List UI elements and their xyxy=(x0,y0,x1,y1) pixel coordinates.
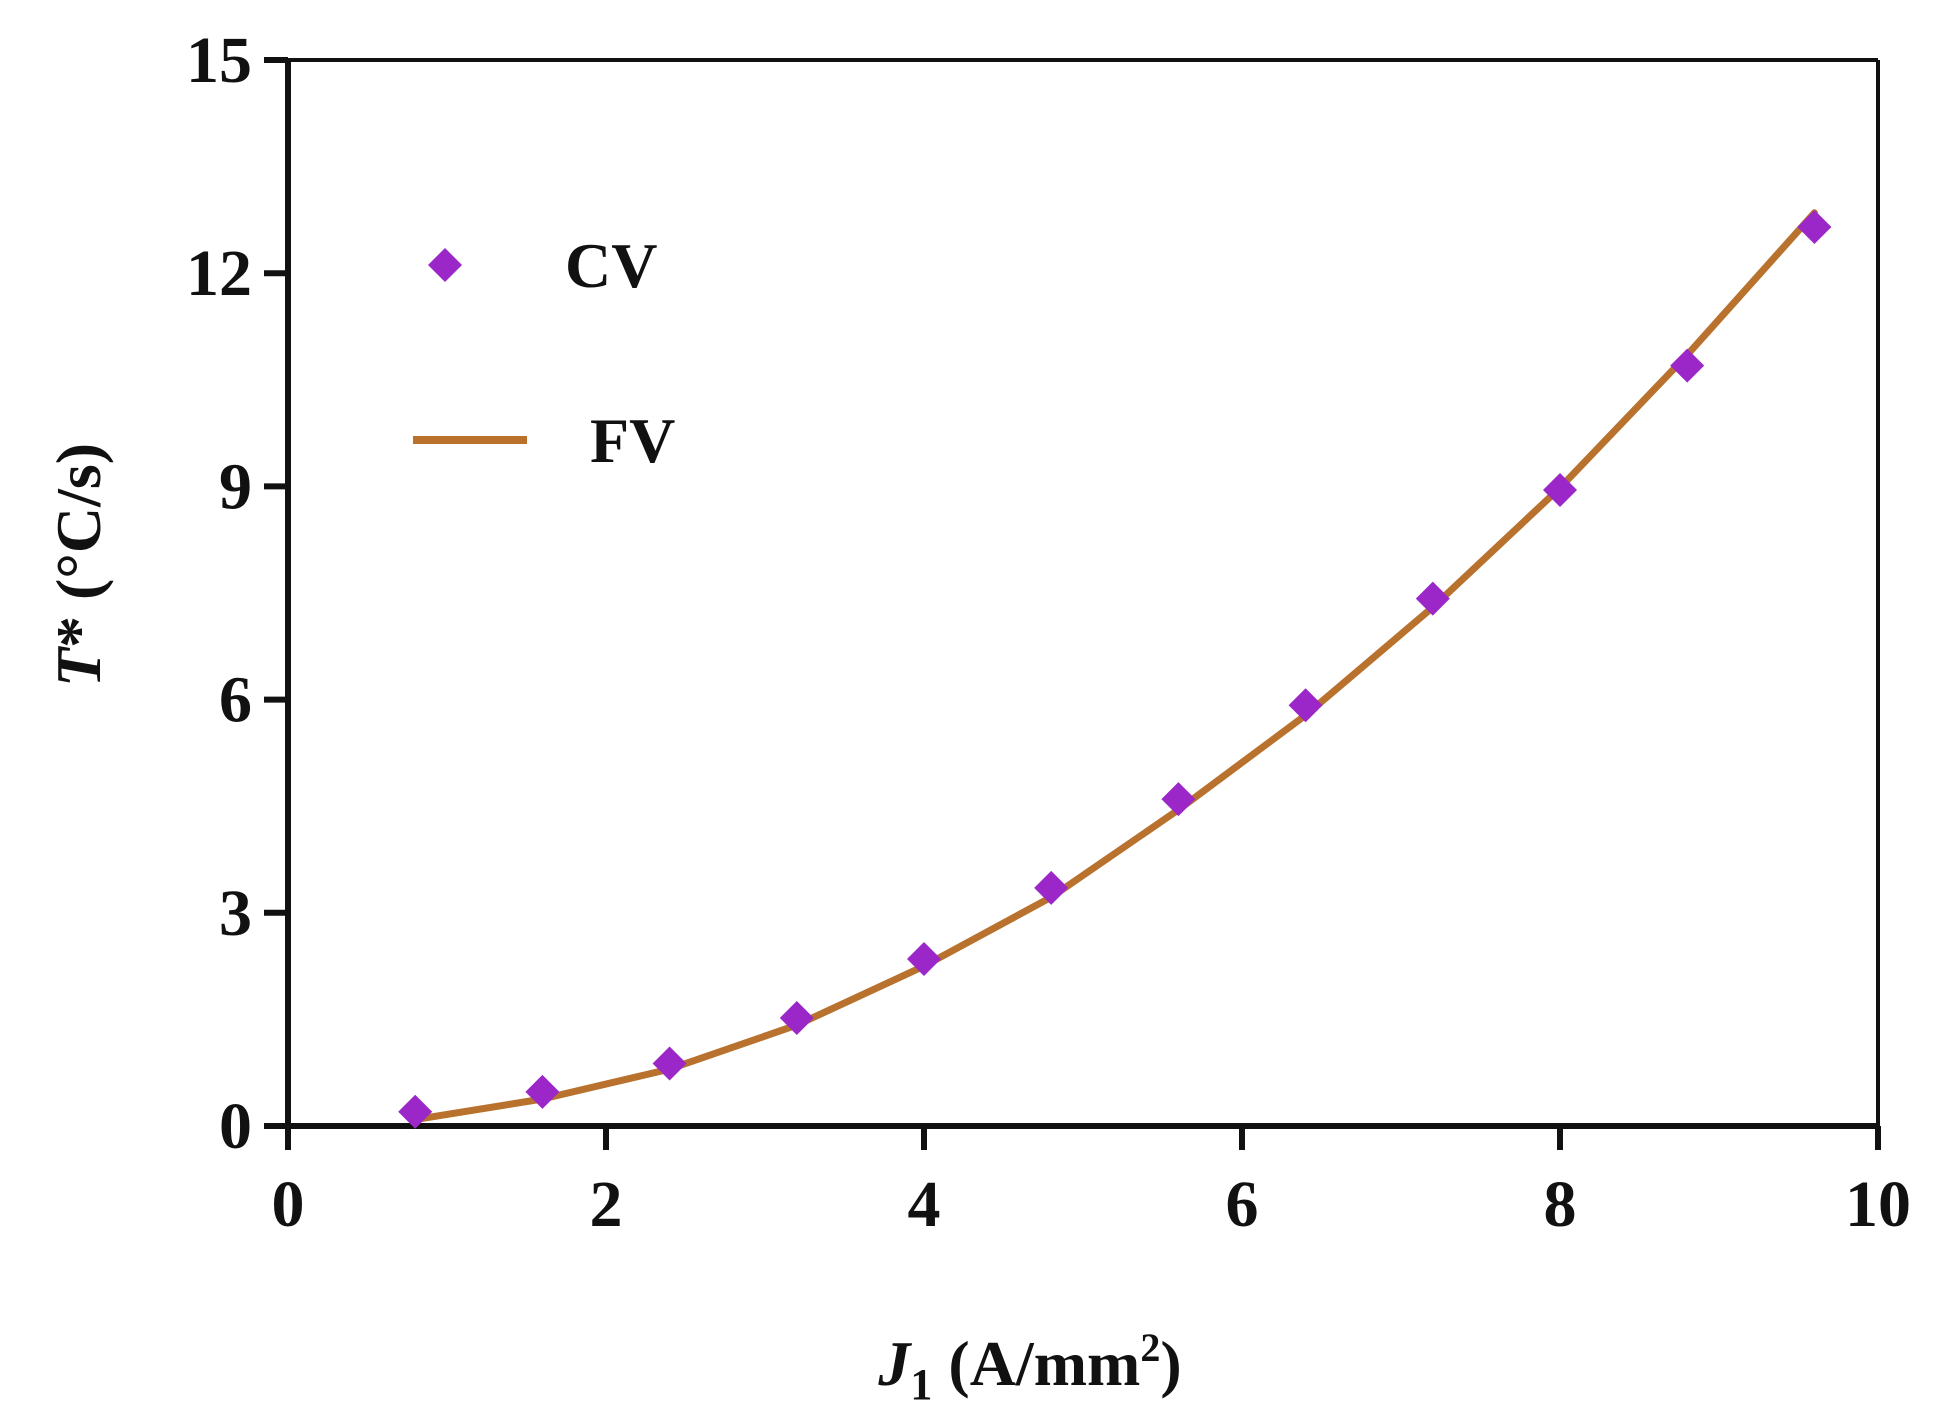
y-tick-label: 6 xyxy=(219,664,252,737)
legend-item-CV: CV xyxy=(428,230,657,301)
data-point-CV xyxy=(1161,782,1196,817)
y-axis-var: T xyxy=(43,645,114,687)
data-point-CV xyxy=(652,1046,687,1081)
x-axis-var: J xyxy=(877,1328,912,1399)
data-point-CV xyxy=(1543,472,1577,507)
data-point-CV xyxy=(779,1000,814,1035)
legend-label-FV: FV xyxy=(590,405,675,476)
data-point-CV xyxy=(398,1094,433,1129)
y-axis-title: T* (°C/s) xyxy=(43,443,114,687)
legend-label-CV: CV xyxy=(565,230,657,301)
y-tick-label: 0 xyxy=(219,1090,252,1163)
plot-frame xyxy=(285,58,1880,1129)
legend: CV FV xyxy=(413,230,675,476)
legend-item-FV: FV xyxy=(413,405,675,476)
y-axis-rest: * (°C/s) xyxy=(43,443,114,648)
y-tick-label: 15 xyxy=(186,24,252,97)
x-axis-unit-prefix: (A/mm xyxy=(932,1328,1140,1399)
series-line-FV xyxy=(411,209,1818,1124)
data-point-CV xyxy=(1670,348,1705,383)
data-point-CV xyxy=(525,1074,560,1109)
y-tick-label: 12 xyxy=(186,237,252,310)
x-tick-label: 6 xyxy=(1226,1168,1259,1241)
x-tick-label: 10 xyxy=(1845,1168,1911,1241)
x-axis-sub: 1 xyxy=(910,1360,932,1409)
x-axis-ticks: 0 2 4 6 8 10 xyxy=(272,1126,1911,1241)
data-point-CV xyxy=(1288,688,1323,723)
y-tick-label: 9 xyxy=(219,450,252,523)
x-tick-label: 8 xyxy=(1544,1168,1577,1241)
y-axis-ticks: 0 3 6 9 12 15 xyxy=(186,24,288,1163)
x-tick-label: 2 xyxy=(590,1168,623,1241)
y-tick-label: 3 xyxy=(219,877,252,950)
x-tick-label: 4 xyxy=(908,1168,941,1241)
data-point-CV xyxy=(1797,210,1832,245)
x-axis-title: J1 (A/mm2) xyxy=(877,1325,1181,1409)
data-point-CV xyxy=(1034,870,1069,905)
legend-marker-CV xyxy=(428,248,462,282)
data-point-CV xyxy=(1415,581,1450,616)
data-point-CV xyxy=(907,941,941,976)
x-axis-unit-suffix: ) xyxy=(1160,1328,1181,1399)
series-layer xyxy=(398,209,1832,1129)
x-axis-sup: 2 xyxy=(1140,1325,1160,1370)
x-tick-label: 0 xyxy=(272,1168,305,1241)
